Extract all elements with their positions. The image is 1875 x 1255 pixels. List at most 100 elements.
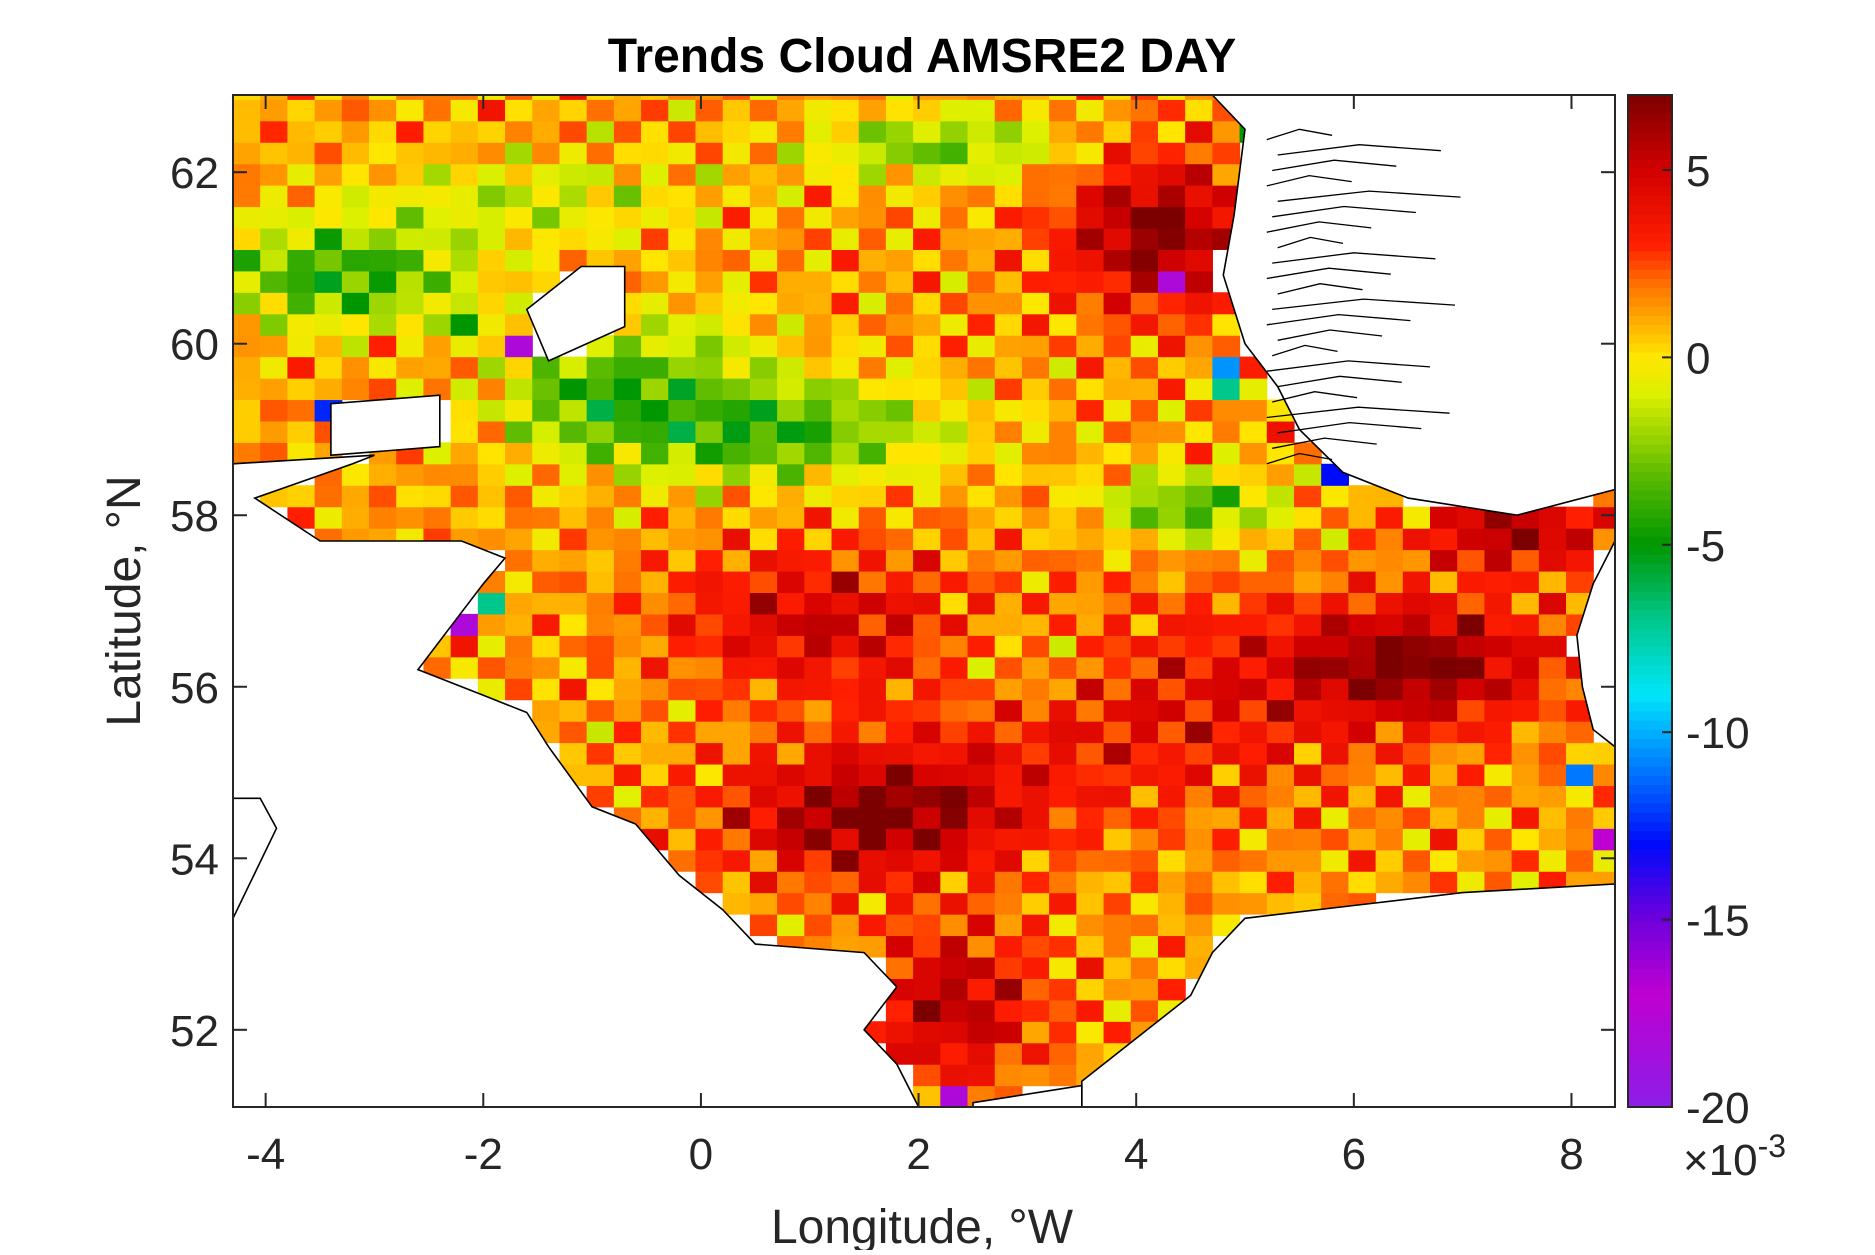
heatmap-cell [885,528,914,551]
heatmap-cell [940,142,969,165]
heatmap-cell [1266,678,1295,701]
fjord-line [1277,190,1461,202]
heatmap-cell [641,163,669,186]
heatmap-cell [1266,442,1295,465]
colorbar-segment [1628,775,1672,786]
heatmap-cell [1130,442,1159,465]
heatmap-cell [858,763,887,786]
heatmap-cell [994,356,1023,379]
heatmap-cell [1021,635,1050,658]
heatmap-cell [722,442,751,465]
heatmap-cell [505,678,533,701]
heatmap-cell [831,95,860,100]
heatmap-cell [1293,785,1322,808]
heatmap-cell [668,206,697,229]
heatmap-cell [1457,828,1486,851]
heatmap-cell [287,142,316,165]
heatmap-cell [1402,528,1431,551]
heatmap-cell [777,828,805,851]
colorbar-segment [1628,361,1672,372]
heatmap-cell [668,270,697,293]
heatmap-cell [1430,871,1458,894]
heatmap-cell [804,528,833,551]
heatmap-cell [913,828,941,851]
colorbar-segment [1628,536,1672,547]
heatmap-cell [1348,721,1377,744]
heatmap-cell [777,742,805,765]
heatmap-cell [885,613,914,636]
heatmap-cell [1130,227,1159,250]
heatmap-cell [1021,335,1050,358]
heatmap-cell [804,892,833,915]
heatmap-cell [1021,699,1050,722]
heatmap-cell [1076,95,1105,100]
heatmap-cell [1511,806,1540,829]
heatmap-cell [1157,592,1186,615]
heatmap-cell [450,335,479,358]
heatmap-cell [559,570,588,594]
heatmap-cell [1157,678,1186,701]
heatmap-cell [831,742,860,765]
heatmap-cell [1049,313,1077,336]
heatmap-cell [1076,570,1105,594]
heatmap-cell [1484,570,1513,594]
heatmap-cell [1293,506,1322,529]
heatmap-cell [260,270,288,293]
heatmap-cell [913,313,941,336]
heatmap-cell [586,95,615,100]
heatmap-cell [1103,120,1132,143]
heatmap-cell [749,163,778,186]
heatmap-cell [1538,570,1567,594]
heatmap-cell [994,570,1023,594]
heatmap-cell [613,227,642,250]
heatmap-cell [940,1085,969,1108]
heatmap-cell [1130,95,1159,100]
heatmap-cell [1212,849,1241,872]
heatmap-cell [1021,249,1050,272]
heatmap-cell [695,356,724,379]
heatmap-cell [369,120,397,143]
heatmap-cell [913,95,941,100]
heatmap-cell [695,313,724,336]
colorbar-segment [1628,297,1672,308]
colorbar-segment [1628,555,1672,565]
heatmap-cell [1130,549,1159,572]
heatmap-cell [1103,699,1132,722]
heatmap-cell [1049,95,1077,100]
heatmap-cell [749,227,778,250]
heatmap-cell [858,420,887,443]
heatmap-cell [804,785,833,808]
heatmap-cell [1103,570,1132,594]
heatmap-cell [450,99,479,122]
heatmap-cell [668,592,697,615]
heatmap-cell [940,95,969,100]
heatmap-cell [1484,806,1513,829]
heatmap-cell [1538,699,1567,722]
heatmap-cell [913,678,941,701]
colorbar-segment [1628,168,1672,179]
heatmap-cell [1157,99,1186,122]
heatmap-cell [1021,95,1050,100]
heatmap-cell [341,506,370,529]
heatmap-cell [1157,871,1186,894]
heatmap-cell [1266,570,1295,594]
heatmap-cell [831,185,860,208]
heatmap-cell [994,914,1023,937]
heatmap-cell [777,399,805,422]
heatmap-cell [994,313,1023,336]
heatmap-cell [994,635,1023,658]
heatmap-cell [668,699,697,722]
heatmap-cell [722,806,751,829]
heatmap-cell [641,785,669,808]
heatmap-cell [641,506,669,529]
heatmap-cell [722,828,751,851]
heatmap-cell [777,206,805,229]
heatmap-cell [450,378,479,401]
heatmap-cell [450,313,479,336]
heatmap-cell [1321,721,1349,744]
heatmap-cell [1266,763,1295,786]
heatmap-cell [1021,463,1050,486]
heatmap-cell [450,442,479,465]
heatmap-cell [613,613,642,636]
heatmap-cell [1212,142,1241,165]
